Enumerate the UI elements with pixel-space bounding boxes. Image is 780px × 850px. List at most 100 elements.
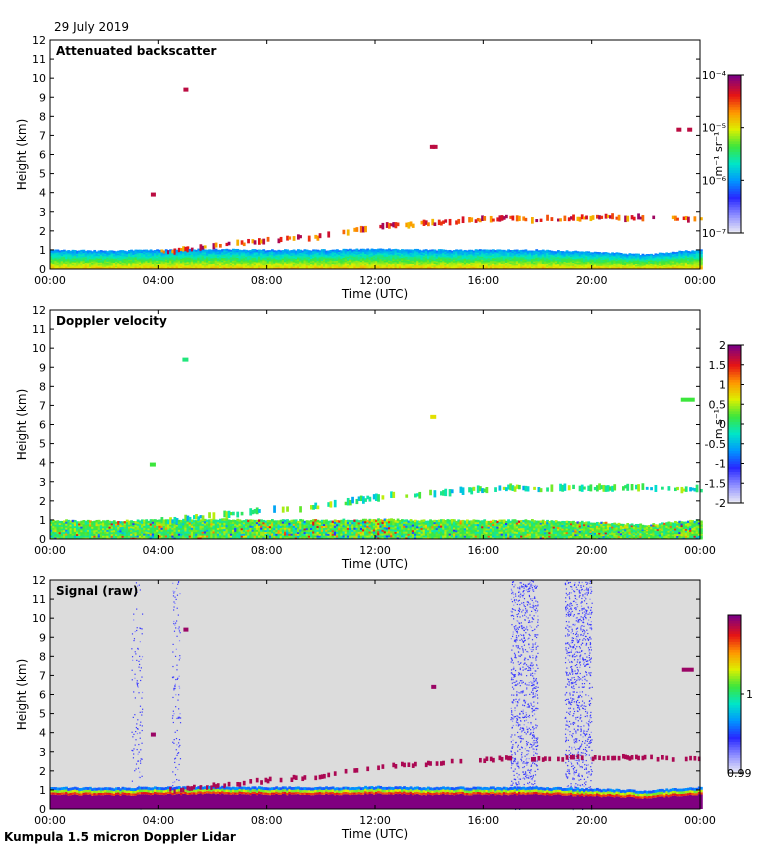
backscatter-cell (502, 258, 506, 260)
colorbar-swatch (728, 143, 741, 147)
backscatter-cell (420, 261, 424, 263)
backscatter-cell (151, 254, 155, 257)
backscatter-cell (526, 257, 530, 259)
velocity-cell (73, 521, 77, 525)
backscatter-cell (370, 255, 374, 258)
backscatter-cell (637, 255, 640, 258)
cloud-cell (531, 217, 534, 224)
velocity-cell (149, 521, 153, 524)
backscatter-cell (110, 253, 114, 255)
backscatter-cell (206, 262, 209, 264)
backscatter-cell (518, 260, 521, 263)
backscatter-cell (648, 257, 651, 259)
backscatter-cell (195, 263, 198, 266)
backscatter-cell (134, 260, 138, 263)
backscatter-cell (80, 264, 84, 267)
backscatter-cell (258, 249, 261, 252)
backscatter-cell (54, 264, 58, 267)
backscatter-cell (91, 265, 94, 267)
backscatter-cell (110, 255, 114, 258)
backscatter-cell (121, 259, 125, 262)
backscatter-cell (390, 259, 393, 262)
backscatter-cell (602, 253, 606, 256)
backscatter-cell (520, 256, 523, 259)
backscatter-cell (54, 259, 58, 262)
cloud-cell (500, 215, 504, 221)
backscatter-cell (680, 261, 684, 264)
backscatter-cell (383, 264, 387, 267)
backscatter-cell (433, 260, 437, 263)
backscatter-cell (528, 261, 532, 263)
backscatter-cell (602, 266, 606, 269)
backscatter-cell (444, 253, 448, 256)
velocity-cell (84, 526, 88, 529)
backscatter-cell (619, 263, 623, 265)
backscatter-cell (266, 258, 270, 261)
backscatter-cell (390, 253, 393, 256)
backscatter-cell (661, 264, 664, 267)
backscatter-cell (622, 261, 625, 263)
velocity-cell (78, 526, 81, 529)
backscatter-cell (528, 259, 532, 262)
backscatter-cell (602, 264, 606, 266)
backscatter-cell (448, 260, 452, 263)
backscatter-cell (661, 255, 664, 257)
velocity-cell (134, 531, 138, 535)
backscatter-cell (353, 254, 357, 257)
backscatter-cell (481, 259, 484, 262)
backscatter-cell (641, 263, 645, 266)
backscatter-cell (223, 260, 227, 263)
backscatter-cell (379, 251, 383, 254)
backscatter-cell (700, 252, 703, 255)
backscatter-cell (260, 252, 263, 255)
backscatter-cell (676, 256, 679, 259)
colorbar-swatch (728, 217, 741, 221)
backscatter-cell (481, 252, 484, 255)
backscatter-cell (277, 260, 281, 263)
backscatter-cell (69, 265, 73, 267)
backscatter-cell (158, 256, 162, 259)
backscatter-cell (186, 254, 190, 257)
backscatter-cell (580, 261, 584, 264)
backscatter-cell (617, 253, 621, 256)
velocity-cell (97, 527, 101, 530)
backscatter-cell (336, 254, 339, 257)
backscatter-cell (487, 256, 491, 259)
backscatter-cell (472, 266, 476, 269)
backscatter-cell (442, 255, 445, 257)
backscatter-cell (180, 250, 183, 253)
backscatter-cell (316, 263, 320, 266)
velocity-cell (93, 526, 97, 529)
backscatter-cell (258, 257, 261, 260)
backscatter-cell (145, 255, 149, 257)
cloud-cell (212, 243, 216, 250)
backscatter-cell (260, 266, 263, 269)
backscatter-cell (119, 255, 123, 258)
backscatter-cell (362, 260, 365, 263)
backscatter-cell (65, 266, 68, 269)
cloud-cell (615, 216, 619, 220)
backscatter-cell (628, 256, 632, 259)
x-tick-label: 20:00 (576, 274, 608, 287)
backscatter-cell (121, 255, 125, 258)
backscatter-cell (682, 257, 686, 260)
cloud-cell (390, 223, 393, 227)
backscatter-cell (502, 251, 506, 254)
backscatter-cell (496, 264, 500, 267)
velocity-cell (58, 537, 62, 540)
velocity-cell (102, 529, 105, 533)
backscatter-cell (518, 263, 521, 266)
backscatter-cell (359, 261, 363, 264)
backscatter-cell (409, 260, 413, 263)
backscatter-cell (561, 261, 565, 264)
backscatter-cell (268, 263, 272, 266)
backscatter-cell (656, 255, 660, 258)
backscatter-cell (405, 253, 409, 256)
backscatter-cell (84, 265, 88, 267)
backscatter-cell (362, 255, 365, 258)
backscatter-cell (344, 264, 348, 267)
backscatter-cell (650, 266, 653, 269)
backscatter-cell (429, 260, 432, 263)
backscatter-cell (394, 260, 398, 263)
backscatter-cell (210, 266, 214, 269)
